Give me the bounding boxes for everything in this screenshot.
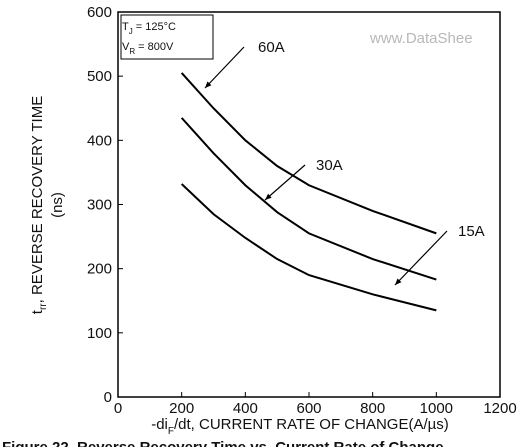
y-tick-label: 600 <box>87 4 112 21</box>
y-axis-label: trr, REVERSE RECOVERY TIME <box>29 96 49 314</box>
label-arrow <box>394 230 448 286</box>
x-tick-label: 1200 <box>483 400 516 417</box>
x-tick-label: 600 <box>296 400 321 417</box>
x-tick-label: 400 <box>233 400 258 417</box>
x-tick-label: 1000 <box>420 400 453 417</box>
arrow-head <box>205 81 212 88</box>
y-tick-label: 200 <box>87 261 112 278</box>
x-axis-label: -diF/dt, CURRENT RATE OF CHANGE(A/µs) <box>151 416 449 437</box>
y-tick-label: 300 <box>87 197 112 214</box>
condition: VR = 800V <box>122 41 174 56</box>
y-tick-label: 400 <box>87 132 112 149</box>
series-label: 15A <box>458 223 485 240</box>
x-tick-label: 200 <box>169 400 194 417</box>
y-tick-label: 100 <box>87 325 112 342</box>
conditions-box <box>120 14 214 60</box>
series-label: 60A <box>258 39 285 56</box>
watermark: www.DataShee <box>369 30 473 47</box>
series-line <box>180 183 437 312</box>
series-line <box>180 117 437 281</box>
y-tick-label: 500 <box>87 68 112 85</box>
arrow-head <box>395 278 402 285</box>
series-line <box>180 72 437 235</box>
label-arrow <box>204 46 245 89</box>
series-label: 30A <box>316 157 343 174</box>
arrow-head <box>265 193 272 200</box>
x-tick-label: 800 <box>360 400 385 417</box>
plot-frame <box>117 11 501 398</box>
y-tick-label: 0 <box>104 389 112 406</box>
label-arrow <box>264 164 306 201</box>
caption: Figure 22. Reverse Recovery Time vs. Cur… <box>2 439 444 447</box>
x-tick-label: 0 <box>114 400 122 417</box>
condition: TJ = 125°C <box>122 21 176 36</box>
y-axis-unit: (ns) <box>49 192 66 218</box>
